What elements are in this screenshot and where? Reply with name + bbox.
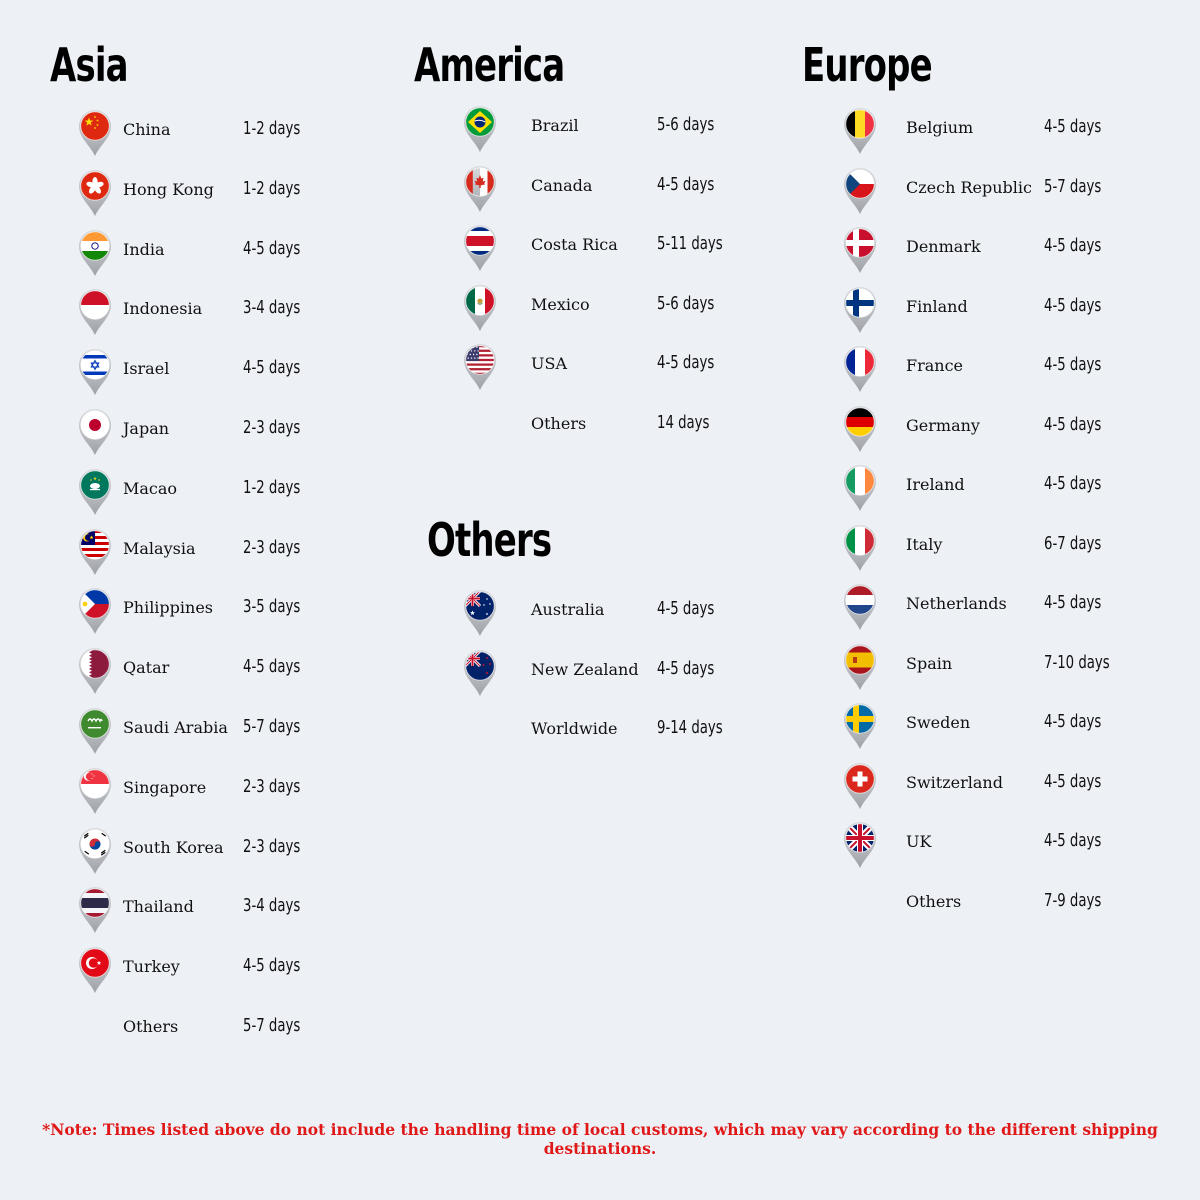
country-name: Turkey — [123, 957, 180, 977]
delivery-time: 5-6 days — [657, 114, 715, 135]
delivery-time: 1-2 days — [243, 177, 301, 199]
delivery-time: 5-7 days — [243, 1015, 301, 1036]
delivery-time: 4-5 days — [657, 352, 715, 373]
delivery-time: 5-7 days — [243, 716, 301, 737]
delivery-time: 4-5 days — [1044, 830, 1102, 851]
delivery-time: 7-9 days — [1044, 889, 1102, 911]
country-name: Macao — [123, 478, 178, 498]
country-name: Finland — [906, 296, 968, 316]
country-name: Ireland — [906, 475, 965, 494]
delivery-time: 4-5 days — [1044, 354, 1102, 375]
delivery-time: 4-5 days — [1044, 711, 1102, 732]
delivery-time: 4-5 days — [657, 173, 715, 195]
delivery-time: 14 days — [657, 411, 710, 433]
delivery-time: 3-5 days — [243, 596, 301, 618]
country-name: Belgium — [906, 118, 974, 137]
country-name: Netherlands — [906, 594, 1007, 613]
delivery-time: 4-5 days — [657, 657, 715, 679]
customs-note: *Note: Times listed above do not include… — [42, 1120, 1158, 1158]
country-name: Qatar — [123, 658, 170, 678]
delivery-time: 4-5 days — [1044, 294, 1102, 316]
delivery-time: 5-6 days — [657, 292, 715, 314]
delivery-time: 9-14 days — [657, 717, 723, 738]
country-name: Denmark — [906, 237, 981, 256]
delivery-time: 2-3 days — [243, 775, 301, 797]
delivery-time: 4-5 days — [243, 656, 301, 678]
delivery-time: 1-2 days — [243, 476, 301, 498]
country-name: Italy — [906, 534, 943, 554]
country-name: China — [123, 120, 171, 139]
country-name: USA — [531, 354, 567, 373]
country-name: New Zealand — [531, 659, 639, 679]
delivery-time: 4-5 days — [243, 955, 301, 977]
country-name: Others — [906, 891, 962, 911]
delivery-time: 5-7 days — [1044, 175, 1102, 197]
country-name: Malaysia — [123, 538, 196, 558]
delivery-time: 1-2 days — [243, 118, 301, 139]
delivery-time: 6-7 days — [1044, 532, 1102, 554]
country-name: South Korea — [123, 837, 224, 857]
country-name: Australia — [531, 600, 605, 619]
delivery-time: 4-5 days — [1044, 116, 1102, 137]
country-name: Worldwide — [531, 719, 618, 738]
country-name: Mexico — [531, 294, 590, 314]
country-name: India — [123, 239, 165, 259]
delivery-time: 4-5 days — [657, 598, 715, 619]
delivery-time: 5-11 days — [657, 233, 723, 254]
country-name: Others — [531, 413, 587, 433]
country-name: Canada — [531, 175, 593, 195]
country-name: Czech Republic — [906, 177, 1032, 197]
country-name: Hong Kong — [123, 179, 214, 199]
delivery-time: 4-5 days — [243, 357, 301, 379]
delivery-time: 4-5 days — [1044, 473, 1102, 494]
country-name: France — [906, 356, 964, 375]
region-title-others: Others — [427, 513, 552, 567]
delivery-time: 4-5 days — [1044, 413, 1102, 435]
country-name: Switzerland — [906, 772, 1003, 792]
country-name: Brazil — [531, 116, 579, 135]
country-name: Germany — [906, 415, 980, 435]
delivery-time: 2-3 days — [243, 417, 301, 438]
delivery-time: 3-4 days — [243, 895, 301, 917]
country-name: Others — [123, 1017, 179, 1036]
delivery-time: 7-10 days — [1044, 651, 1110, 673]
delivery-time: 4-5 days — [243, 237, 301, 259]
country-name: Singapore — [123, 777, 207, 797]
delivery-time: 4-5 days — [1044, 592, 1102, 613]
region-title-europe: Europe — [802, 38, 933, 92]
country-name: UK — [906, 832, 932, 851]
region-title-america: America — [414, 38, 565, 92]
country-name: Saudi Arabia — [123, 718, 228, 737]
country-name: Spain — [906, 653, 953, 673]
country-name: Costa Rica — [531, 235, 618, 254]
country-name: Japan — [123, 419, 170, 438]
country-name: Thailand — [123, 897, 194, 917]
delivery-time: 2-3 days — [243, 536, 301, 558]
delivery-time: 4-5 days — [1044, 770, 1102, 792]
delivery-time: 3-4 days — [243, 297, 301, 319]
country-name: Sweden — [906, 713, 971, 732]
country-name: Israel — [123, 359, 170, 379]
delivery-time: 2-3 days — [243, 835, 301, 857]
country-name: Indonesia — [123, 299, 203, 319]
delivery-time: 4-5 days — [1044, 235, 1102, 256]
region-title-asia: Asia — [50, 38, 129, 92]
country-name: Philippines — [123, 598, 214, 618]
